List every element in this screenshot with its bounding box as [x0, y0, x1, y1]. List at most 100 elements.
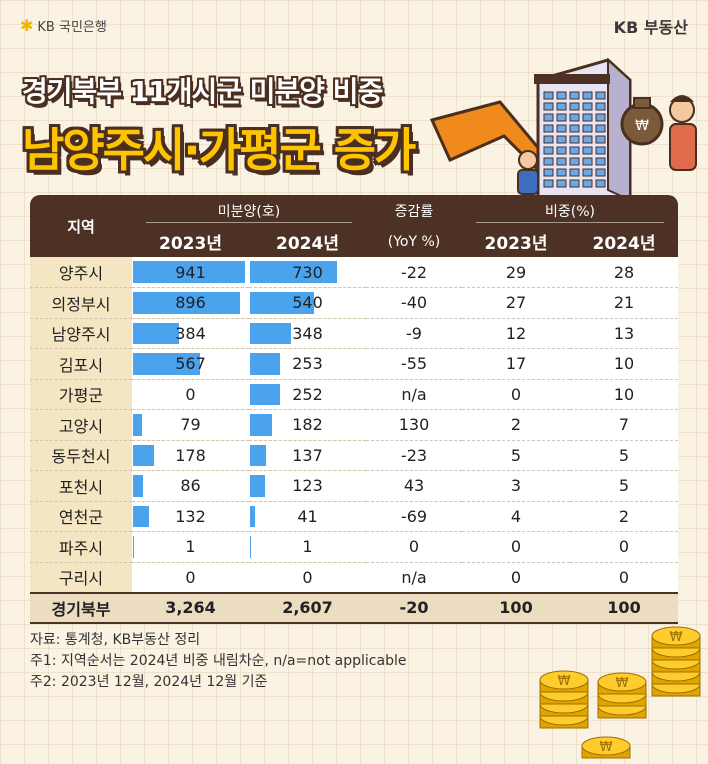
won-symbol-icon: ₩	[616, 676, 629, 691]
unsold-2024-cell: 1	[249, 531, 366, 563]
unsold-2023-cell: 79	[132, 409, 249, 441]
unsold-2024-cell: 41	[249, 501, 366, 532]
unsold-2023-cell: 567	[132, 348, 249, 380]
building-illustration: ₩	[430, 57, 697, 200]
total-row: 경기북부 3,264 2,607 -20 100 100	[30, 591, 678, 624]
table-row: 구리시 0 0 n/a 0 0	[30, 562, 678, 593]
value-bar	[133, 353, 201, 375]
bar-value-label: 0	[185, 384, 196, 404]
unsold-2023-cell: 941	[132, 257, 249, 288]
value-bar	[250, 505, 255, 527]
table-row: 남양주시 384 348 -9 12 13	[30, 318, 678, 349]
running-person-icon	[517, 150, 539, 195]
value-bar	[250, 475, 265, 497]
header-unsold-group: 미분양(호)	[132, 195, 366, 226]
yoy-cell: 0	[366, 531, 462, 563]
coin-icon	[651, 626, 701, 646]
share-2023-cell: 0	[462, 562, 570, 593]
bar-value-label: 137	[292, 445, 323, 465]
won-symbol-icon: ₩	[558, 674, 571, 689]
bar-value-label: 132	[175, 506, 206, 526]
table-row: 김포시 567 253 -55 17 10	[30, 348, 678, 380]
unsold-2023-cell: 178	[132, 440, 249, 471]
table-row: 포천시 86 123 43 3 5	[30, 470, 678, 502]
share-2024-cell: 28	[570, 257, 678, 288]
unsold-2024-cell: 253	[249, 348, 366, 380]
region-cell: 양주시	[30, 257, 132, 288]
total-region: 경기북부	[30, 591, 132, 624]
note-2: 주2: 2023년 12월, 2024년 12월 기준	[30, 674, 268, 690]
money-bag-icon: ₩	[620, 97, 664, 146]
bar-value-label: 1	[185, 537, 196, 557]
region-cell: 김포시	[30, 348, 132, 380]
bar-value-label: 0	[302, 567, 313, 587]
unsold-2023-cell: 896	[132, 287, 249, 319]
kb-star-icon: ✱	[20, 16, 34, 35]
bar-value-label: 182	[292, 415, 323, 435]
header-share-2023: 2023년	[462, 226, 570, 257]
header-share-group: 비중(%)	[462, 195, 678, 226]
share-2024-cell: 5	[570, 440, 678, 471]
won-symbol-icon: ₩	[670, 630, 683, 645]
value-bar	[133, 444, 155, 466]
coin-icon	[539, 670, 589, 690]
coin-icon	[581, 736, 631, 756]
bar-value-label: 79	[180, 415, 201, 435]
unsold-2023-cell: 86	[132, 470, 249, 502]
value-bar	[250, 414, 272, 436]
bar-value-label: 384	[175, 323, 206, 343]
region-cell: 고양시	[30, 409, 132, 441]
coin-stacks-illustration: ₩ ₩ ₩ ₩	[539, 626, 701, 759]
bar-value-label: 941	[175, 262, 206, 282]
region-cell: 구리시	[30, 562, 132, 593]
bar-value-label: 86	[180, 476, 201, 496]
kb-bank-logo: ✱ KB 국민은행	[20, 16, 107, 35]
table-row: 파주시 1 1 0 0 0	[30, 531, 678, 563]
value-bar	[133, 475, 144, 497]
region-cell: 동두천시	[30, 440, 132, 471]
value-bar	[133, 414, 143, 436]
bar-value-label: 253	[292, 354, 323, 374]
bar-value-label: 1	[302, 537, 313, 557]
unsold-2024-cell: 182	[249, 409, 366, 441]
bar-value-label: 567	[175, 354, 206, 374]
bank-name: KB 국민은행	[37, 20, 107, 35]
unsold-housing-table: 지역 미분양(호) 증감률 비중(%) 2023년 2024년 (YoY %) …	[30, 195, 678, 624]
yoy-cell: n/a	[366, 562, 462, 593]
footnotes: 자료: 통계청, KB부동산 정리 주1: 지역순서는 2024년 비중 내림차…	[30, 630, 406, 693]
svg-text:₩: ₩	[635, 118, 649, 134]
share-2023-cell: 4	[462, 501, 570, 532]
yoy-cell: -40	[366, 287, 462, 319]
share-2024-cell: 10	[570, 348, 678, 380]
header-region: 지역	[30, 195, 132, 257]
unsold-2023-cell: 132	[132, 501, 249, 532]
value-bar	[250, 292, 315, 314]
total-unsold-2024: 2,607	[249, 591, 366, 624]
region-cell: 가평군	[30, 379, 132, 410]
share-2023-cell: 27	[462, 287, 570, 319]
table-row: 동두천시 178 137 -23 5 5	[30, 440, 678, 471]
share-2024-cell: 13	[570, 318, 678, 349]
bar-value-label: 178	[175, 445, 206, 465]
region-cell: 포천시	[30, 470, 132, 502]
region-cell: 남양주시	[30, 318, 132, 349]
unsold-2023-cell: 1	[132, 531, 249, 563]
total-share-2023: 100	[462, 591, 570, 624]
unsold-2024-cell: 137	[249, 440, 366, 471]
table-row: 연천군 132 41 -69 4 2	[30, 501, 678, 532]
unsold-2023-cell: 0	[132, 562, 249, 593]
share-2023-cell: 12	[462, 318, 570, 349]
header-yoy-line1: 증감률	[366, 195, 462, 226]
region-cell: 파주시	[30, 531, 132, 563]
bar-value-label: 540	[292, 293, 323, 313]
value-bar	[250, 383, 280, 405]
unsold-2024-cell: 252	[249, 379, 366, 410]
unsold-2024-cell: 540	[249, 287, 366, 319]
bar-value-label: 123	[292, 476, 323, 496]
value-bar	[133, 261, 245, 283]
value-bar	[250, 444, 267, 466]
share-2023-cell: 29	[462, 257, 570, 288]
note-1: 주1: 지역순서는 2024년 비중 내림차순, n/a=not applica…	[30, 653, 407, 669]
table-row: 가평군 0 252 n/a 0 10	[30, 379, 678, 410]
kb-realestate-brand: KB 부동산	[613, 18, 688, 37]
